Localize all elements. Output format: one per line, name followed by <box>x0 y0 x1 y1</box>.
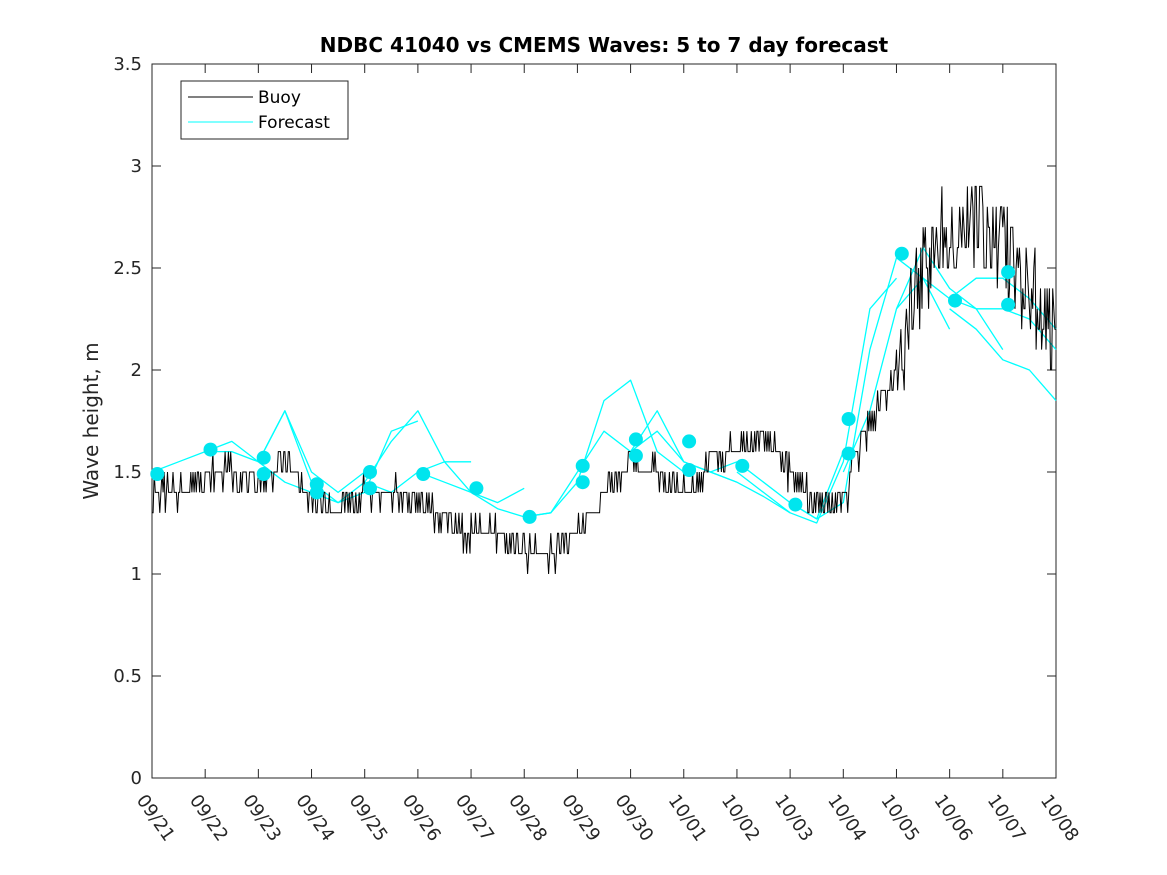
forecast-marker <box>416 467 431 481</box>
forecast-marker <box>1001 297 1016 312</box>
forecast-marker <box>894 246 909 261</box>
forecast-marker <box>575 458 590 473</box>
forecast-line <box>949 308 1057 402</box>
y-tick-label: 1 <box>131 564 142 585</box>
forecast-marker <box>788 497 803 512</box>
buoy-line <box>152 185 1056 575</box>
forecast-marker <box>256 467 271 481</box>
forecast-marker <box>948 293 962 308</box>
forecast-marker <box>682 463 697 477</box>
plot-area <box>151 63 1057 779</box>
buoy-series <box>152 185 1056 575</box>
forecast-line <box>524 379 685 518</box>
forecast-marker <box>363 465 377 479</box>
forecast-marker <box>309 485 324 500</box>
y-tick-label: 1.5 <box>113 462 142 483</box>
legend-box <box>180 80 349 140</box>
chart-title: NDBC 41040 vs CMEMS Waves: 5 to 7 day fo… <box>320 33 889 57</box>
forecast-marker <box>841 412 856 426</box>
forecast-marker <box>735 458 750 473</box>
forecast-markers <box>150 246 1016 524</box>
forecast-line <box>736 277 897 524</box>
forecast-marker <box>469 481 484 496</box>
y-tick-label: 3 <box>131 156 142 177</box>
forecast-marker <box>522 509 537 524</box>
forecast-marker <box>150 467 165 481</box>
forecast-line <box>896 277 1057 351</box>
forecast-line <box>151 450 312 494</box>
y-tick-label: 0.5 <box>113 666 142 687</box>
legend: Buoy Forecast <box>180 80 349 140</box>
forecast-line <box>949 277 1057 330</box>
legend-buoy-label: Buoy <box>258 88 301 108</box>
forecast-marker <box>575 475 590 490</box>
y-axis: 0 0.5 1 1.5 2 2.5 3 3.5 <box>113 54 1056 789</box>
y-tick-label: 0 <box>131 768 142 789</box>
forecast-marker <box>841 446 856 461</box>
y-tick-label: 3.5 <box>113 54 142 75</box>
y-axis-label: Wave height, m <box>79 342 103 499</box>
y-tick-label: 2 <box>131 360 142 381</box>
y-tick-label: 2.5 <box>113 258 142 279</box>
forecast-marker <box>1001 265 1016 280</box>
legend-forecast-label: Forecast <box>258 113 330 133</box>
forecast-marker <box>682 434 697 449</box>
forecast-marker <box>203 442 218 457</box>
forecast-marker <box>628 432 643 447</box>
forecast-marker <box>363 481 377 496</box>
forecast-marker <box>256 450 271 465</box>
forecast-marker <box>628 448 643 463</box>
